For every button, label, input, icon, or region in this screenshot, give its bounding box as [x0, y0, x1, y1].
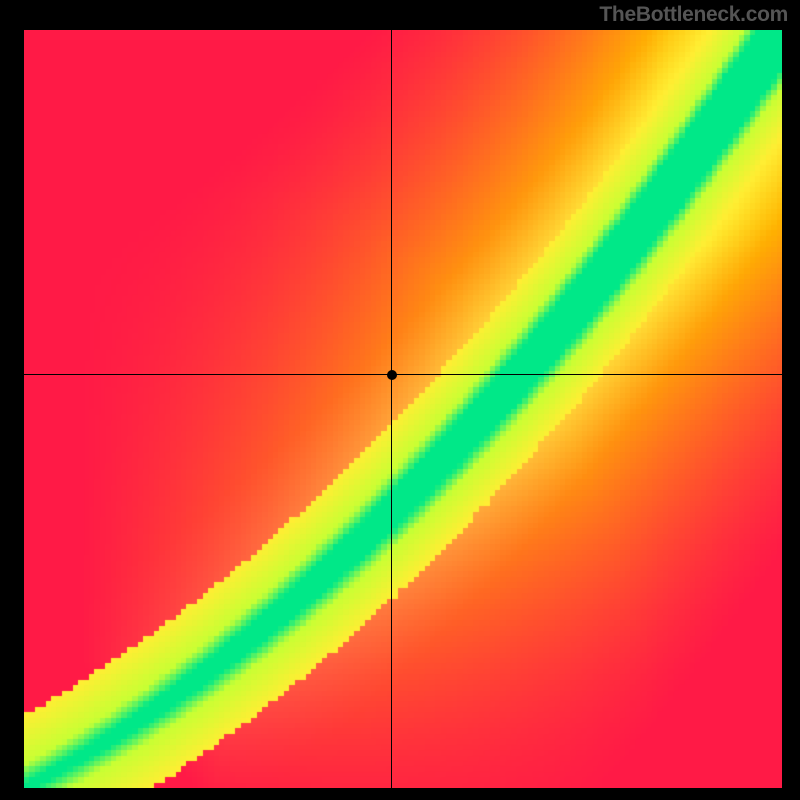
- crosshair-horizontal: [24, 374, 782, 375]
- watermark-text: TheBottleneck.com: [599, 3, 788, 27]
- heatmap-canvas: [24, 30, 782, 788]
- crosshair-vertical: [391, 30, 392, 788]
- crosshair-dot: [387, 370, 397, 380]
